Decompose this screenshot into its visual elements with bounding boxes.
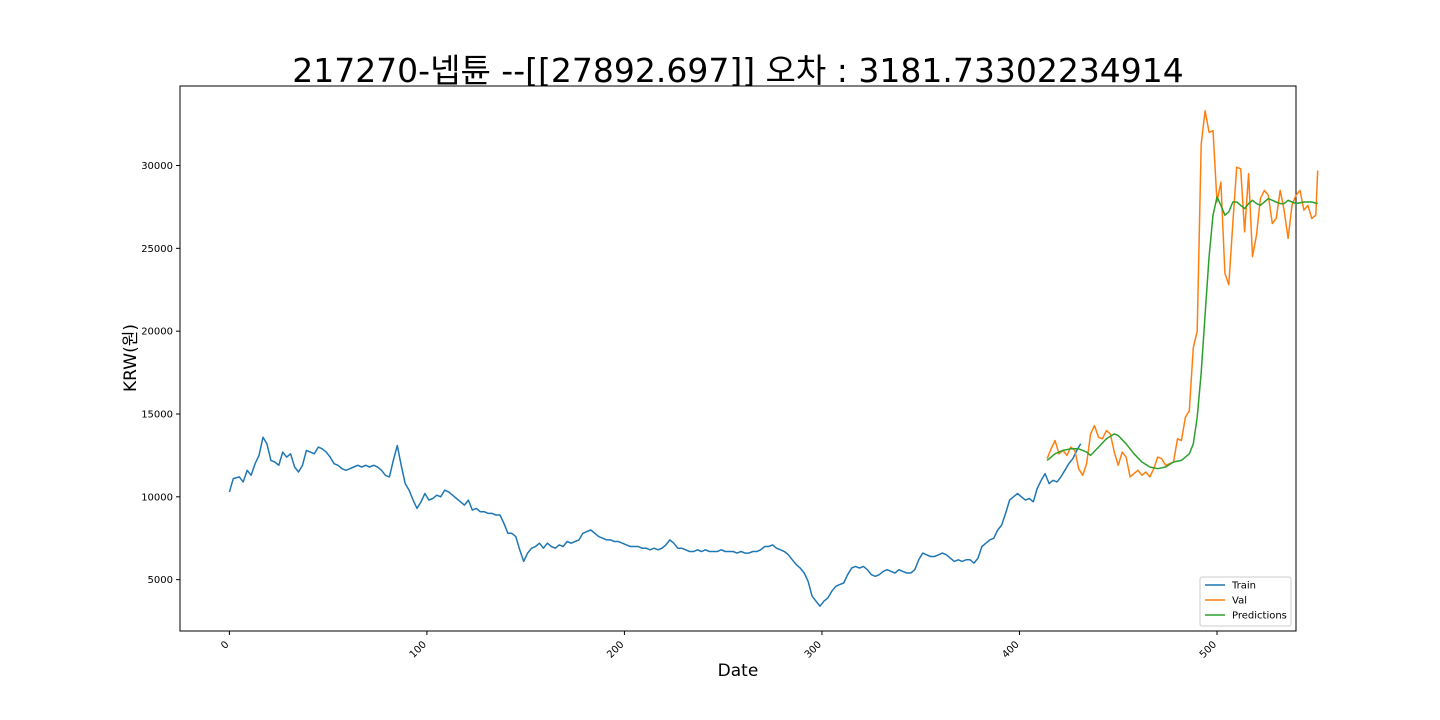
x-tick-label: 0 [219, 639, 231, 651]
series-layer [228, 110, 1319, 607]
y-axis: 5000 10000 15000 20000 25000 30000 [141, 161, 180, 586]
x-tick-label: 100 [408, 639, 429, 660]
legend-label: Val [1232, 596, 1247, 607]
legend-label: Predictions [1232, 611, 1287, 622]
y-tick-label: 10000 [141, 492, 173, 503]
y-tick-label: 20000 [141, 327, 173, 338]
x-tick-label: 300 [803, 639, 824, 660]
x-axis: 0 100 200 300 400 500 [219, 631, 1219, 661]
y-tick-label: 5000 [148, 575, 173, 586]
series-line-val [1046, 110, 1319, 478]
plot-area-frame [179, 85, 1297, 632]
series-line-predictions [1046, 196, 1318, 470]
legend-box [1199, 576, 1292, 627]
x-tick-label: 400 [1000, 639, 1021, 660]
legend: Train Val Predictions [1199, 576, 1292, 627]
chart-title: 217270-넵튠 --[[27892.697]] 오차 : 3181.7330… [292, 51, 1184, 90]
y-axis-label: KRW(원) [121, 324, 141, 392]
x-tick-label: 500 [1198, 639, 1219, 660]
y-tick-label: 15000 [141, 409, 173, 420]
y-tick-label: 25000 [141, 244, 173, 255]
x-tick-label: 200 [605, 639, 626, 660]
x-axis-label: Date [718, 661, 759, 681]
y-tick-label: 30000 [141, 161, 173, 172]
legend-label: Train [1231, 581, 1256, 592]
series-line-train [228, 436, 1082, 607]
